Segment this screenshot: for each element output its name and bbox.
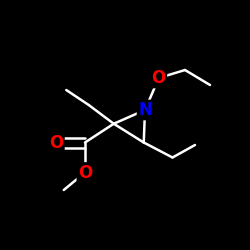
Text: O: O [78, 164, 92, 182]
Text: N: N [138, 101, 152, 119]
Text: O: O [49, 134, 64, 152]
Text: O: O [152, 69, 166, 87]
